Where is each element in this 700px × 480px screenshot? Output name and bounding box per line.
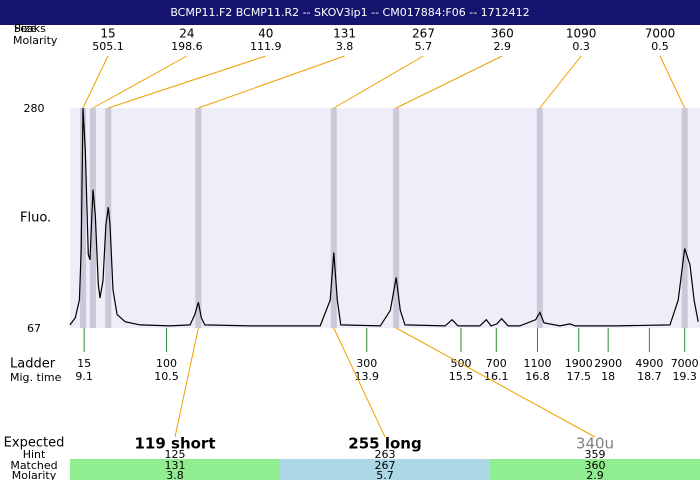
trace	[69, 107, 699, 327]
ladder-size: 300	[356, 357, 377, 370]
leader-line	[333, 327, 386, 438]
leader-line	[539, 55, 582, 109]
ladder-size: 7000	[671, 357, 699, 370]
row-label: Expected	[4, 436, 65, 451]
ladder-size: 15	[77, 357, 91, 370]
x-tick-label: 18	[601, 370, 615, 383]
x-tick-label: 17.5	[566, 370, 591, 383]
match-band	[280, 459, 490, 480]
peak-band	[79, 108, 86, 328]
leader-line	[174, 327, 199, 438]
leader-line	[198, 55, 345, 109]
row-label: Peaks	[14, 22, 46, 35]
expected-name: 119 short	[134, 435, 215, 453]
match-band	[70, 459, 280, 480]
ladder-size: 700	[486, 357, 507, 370]
x-tick-label: 10.5	[154, 370, 179, 383]
title-bar	[0, 0, 700, 25]
peak-band	[393, 108, 400, 328]
row-label: Hint	[23, 448, 46, 461]
title: BCMP11.F2 BCMP11.R2 -- SKOV3ip1 -- CM017…	[170, 6, 529, 19]
peak-molarity: 0.5	[651, 40, 669, 53]
leader-line	[333, 55, 424, 109]
x-tick-label: 19.3	[672, 370, 697, 383]
peak-molarity: 0.3	[572, 40, 590, 53]
peak-molarity: 3.8	[336, 40, 354, 53]
peak-size: 7000	[645, 27, 676, 41]
hint: 125	[165, 448, 186, 461]
matched: 360	[585, 459, 606, 472]
peak-molarity: 198.6	[171, 40, 203, 53]
matched: 267	[375, 459, 396, 472]
row-label: Matched	[10, 459, 57, 472]
row-label: Molarity	[12, 469, 57, 480]
row-label: Mig. time	[10, 371, 62, 384]
peak-molarity: 2.9	[494, 40, 512, 53]
molarity: 3.8	[166, 469, 184, 480]
row-label: Ladder	[10, 357, 56, 372]
match-band	[490, 459, 700, 480]
x-tick-label: 16.8	[525, 370, 550, 383]
peak-molarity: 5.7	[415, 40, 433, 53]
y-tick-label: 67	[27, 322, 41, 335]
x-tick-label: 9.1	[75, 370, 93, 383]
ladder-size: 2900	[594, 357, 622, 370]
ladder-size: 1100	[523, 357, 551, 370]
ladder-size: 100	[156, 357, 177, 370]
peak-size: 15	[100, 27, 115, 41]
peak-band	[536, 108, 543, 328]
x-tick-label: 16.1	[484, 370, 509, 383]
ladder-size: 1900	[565, 357, 593, 370]
peak-band	[681, 108, 688, 328]
peak-size: 1090	[566, 27, 597, 41]
row-label: Size	[14, 22, 37, 35]
leader-line	[108, 55, 266, 109]
peak-size: 131	[333, 27, 356, 41]
expected-name: 255 long	[348, 435, 421, 453]
molarity: 5.7	[376, 469, 394, 480]
leader-line	[82, 55, 109, 109]
peak-band	[330, 108, 337, 328]
leader-line	[92, 55, 188, 109]
ladder-size: 4900	[635, 357, 663, 370]
plot-area	[70, 108, 700, 328]
leader-line	[395, 327, 596, 438]
peak-size: 24	[179, 27, 194, 41]
peak-molarity: 505.1	[92, 40, 124, 53]
hint: 263	[375, 448, 396, 461]
peak-band	[89, 108, 96, 328]
y-tick-label: 280	[24, 102, 45, 115]
peak-band	[105, 108, 112, 328]
peak-size: 267	[412, 27, 435, 41]
hint: 359	[585, 448, 606, 461]
peak-size: 360	[491, 27, 514, 41]
peak-size: 40	[258, 27, 273, 41]
x-tick-label: 13.9	[354, 370, 379, 383]
x-tick-label: 15.5	[449, 370, 474, 383]
row-label: Molarity	[13, 34, 58, 47]
x-tick-label: 18.7	[637, 370, 662, 383]
molarity: 2.9	[586, 469, 604, 480]
peak-molarity: 111.9	[250, 40, 282, 53]
axis-label: Fluo.	[20, 211, 51, 226]
leader-line	[659, 55, 686, 109]
expected-name: 340u	[576, 435, 614, 453]
leader-line	[395, 55, 503, 109]
matched: 131	[165, 459, 186, 472]
peak-band	[195, 108, 202, 328]
